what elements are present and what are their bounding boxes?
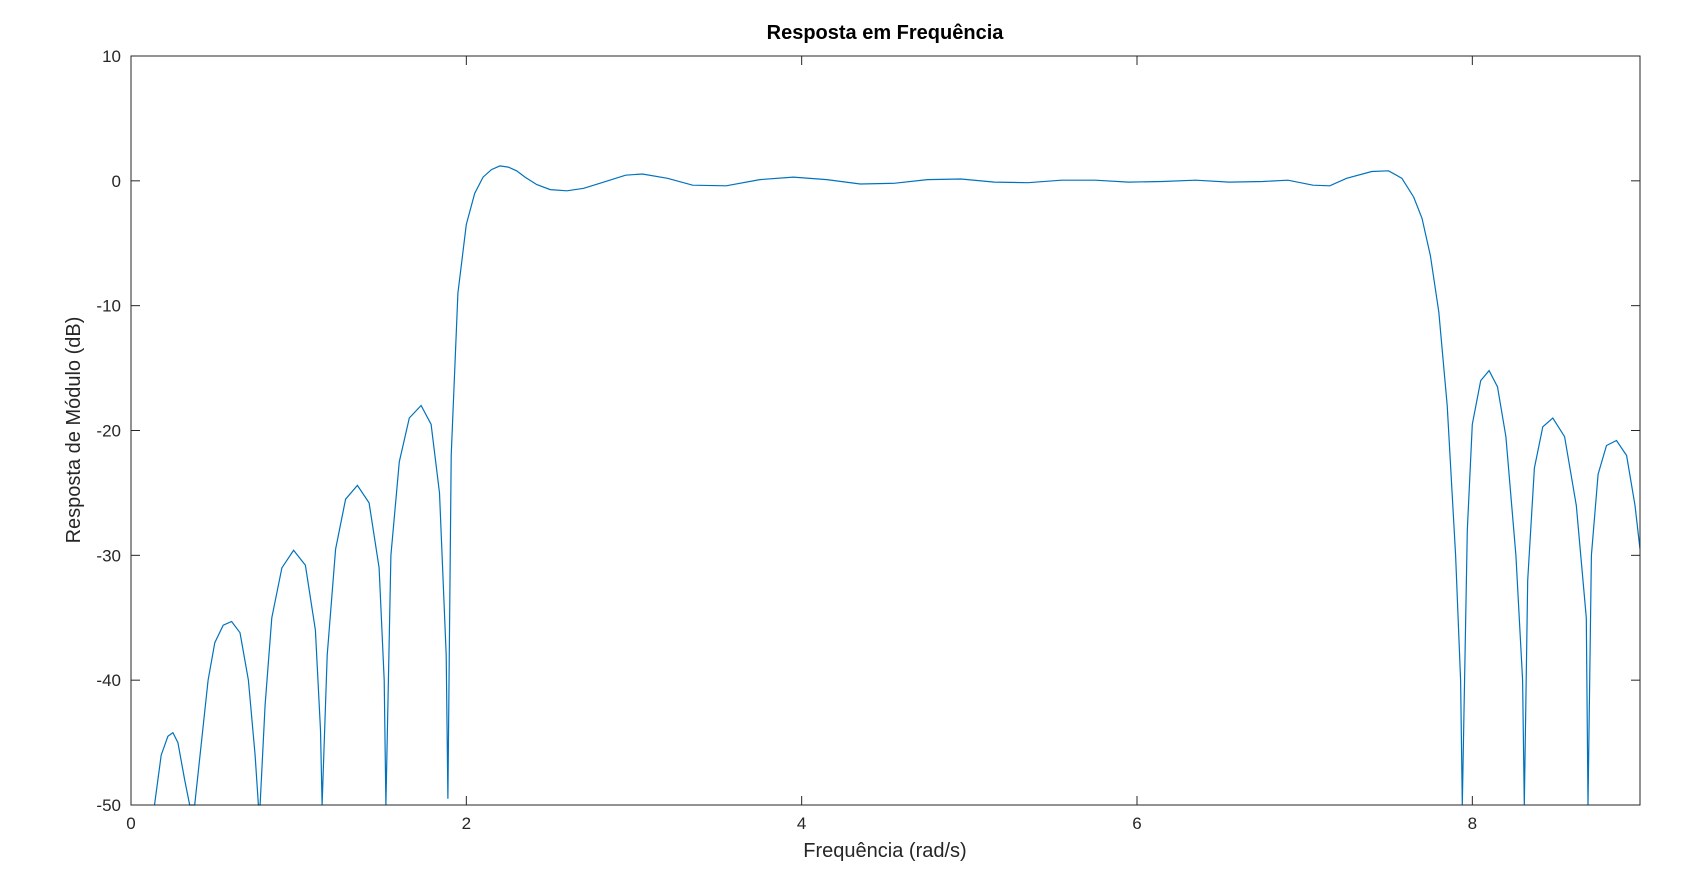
y-tick-label: 10 xyxy=(102,47,121,66)
x-tick-label: 4 xyxy=(797,814,806,833)
y-tick-label: -10 xyxy=(96,297,121,316)
x-tick-label: 2 xyxy=(462,814,471,833)
plot-area xyxy=(131,56,1640,805)
y-tick-label: -50 xyxy=(96,796,121,815)
plot-frame xyxy=(130,55,1641,806)
y-tick-label: -30 xyxy=(96,546,121,565)
y-tick-label: 0 xyxy=(112,172,121,191)
x-tick-label: 6 xyxy=(1132,814,1141,833)
y-tick-label: -20 xyxy=(96,422,121,441)
tick-labels: 0 2 4 6 8 -50 -40 -30 -20 -10 0 10 xyxy=(96,47,1477,833)
x-tick-label: 0 xyxy=(126,814,135,833)
x-tick-label: 8 xyxy=(1468,814,1477,833)
series-layer xyxy=(153,165,1641,806)
x-axis-label: Frequência (rad/s) xyxy=(803,840,966,862)
y-axis-label: Resposta de Módulo (dB) xyxy=(63,317,85,544)
y-tick-label: -40 xyxy=(96,671,121,690)
series-line xyxy=(153,165,1641,806)
chart-title: Resposta em Frequência xyxy=(767,22,1005,44)
